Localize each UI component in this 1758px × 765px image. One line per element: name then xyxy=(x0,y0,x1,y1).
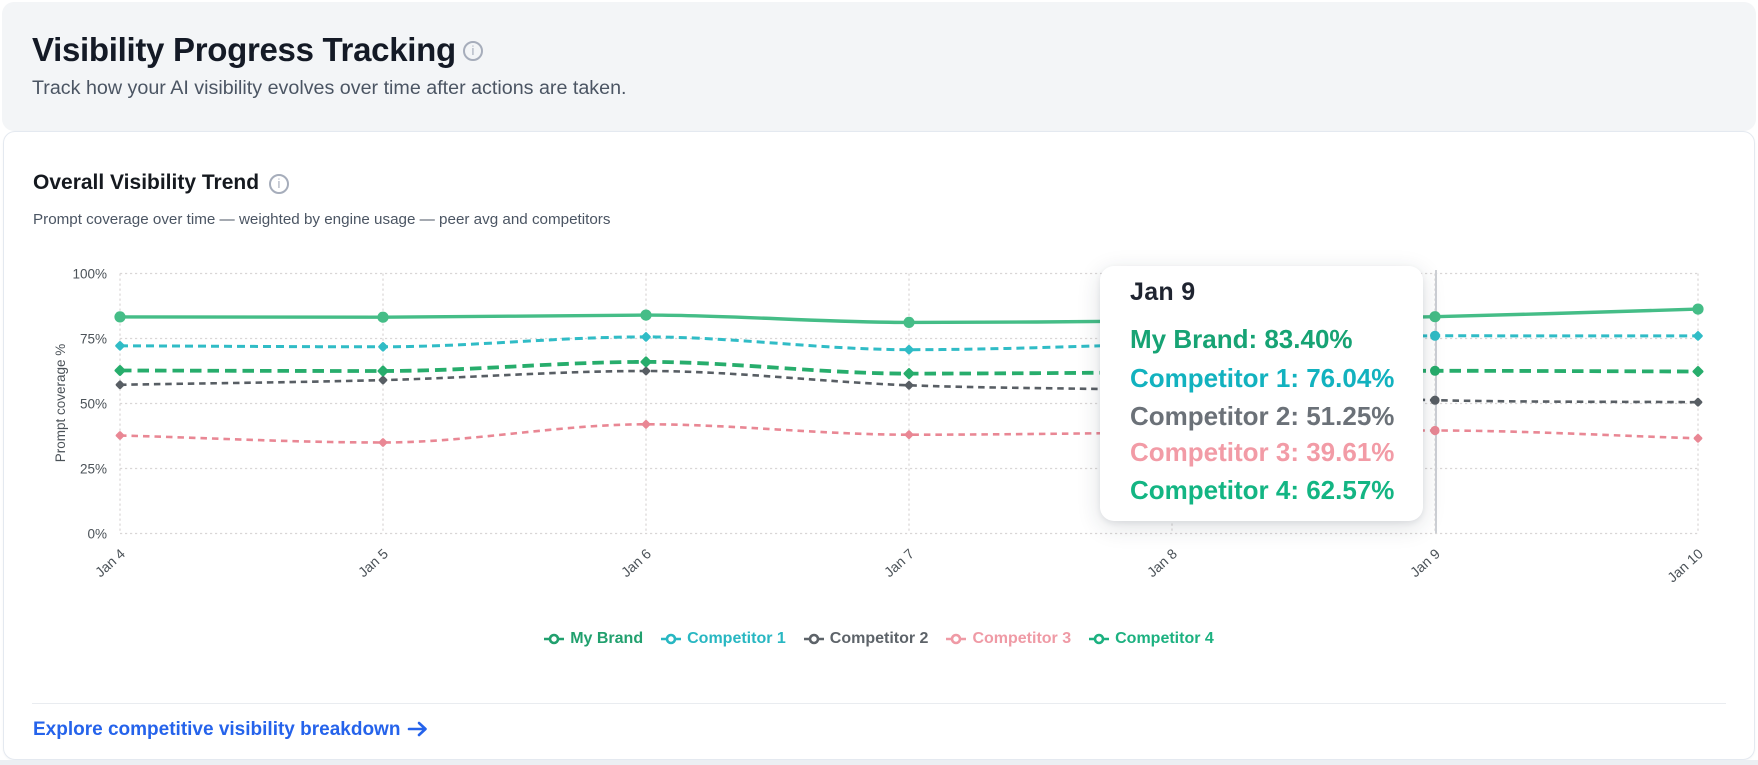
svg-text:Jan 7: Jan 7 xyxy=(881,545,917,580)
svg-text:25%: 25% xyxy=(80,462,107,477)
svg-text:Prompt coverage %: Prompt coverage % xyxy=(53,344,68,463)
svg-text:Jan 5: Jan 5 xyxy=(355,545,391,580)
svg-text:Jan 4: Jan 4 xyxy=(92,545,128,580)
svg-text:0%: 0% xyxy=(87,527,107,542)
svg-text:Jan 6: Jan 6 xyxy=(618,545,654,580)
svg-text:75%: 75% xyxy=(80,332,107,347)
svg-text:50%: 50% xyxy=(80,397,107,412)
svg-text:Jan 8: Jan 8 xyxy=(1144,545,1180,580)
svg-text:Jan 9: Jan 9 xyxy=(1407,545,1443,580)
svg-text:100%: 100% xyxy=(72,267,107,282)
svg-text:Jan 10: Jan 10 xyxy=(1664,545,1706,585)
